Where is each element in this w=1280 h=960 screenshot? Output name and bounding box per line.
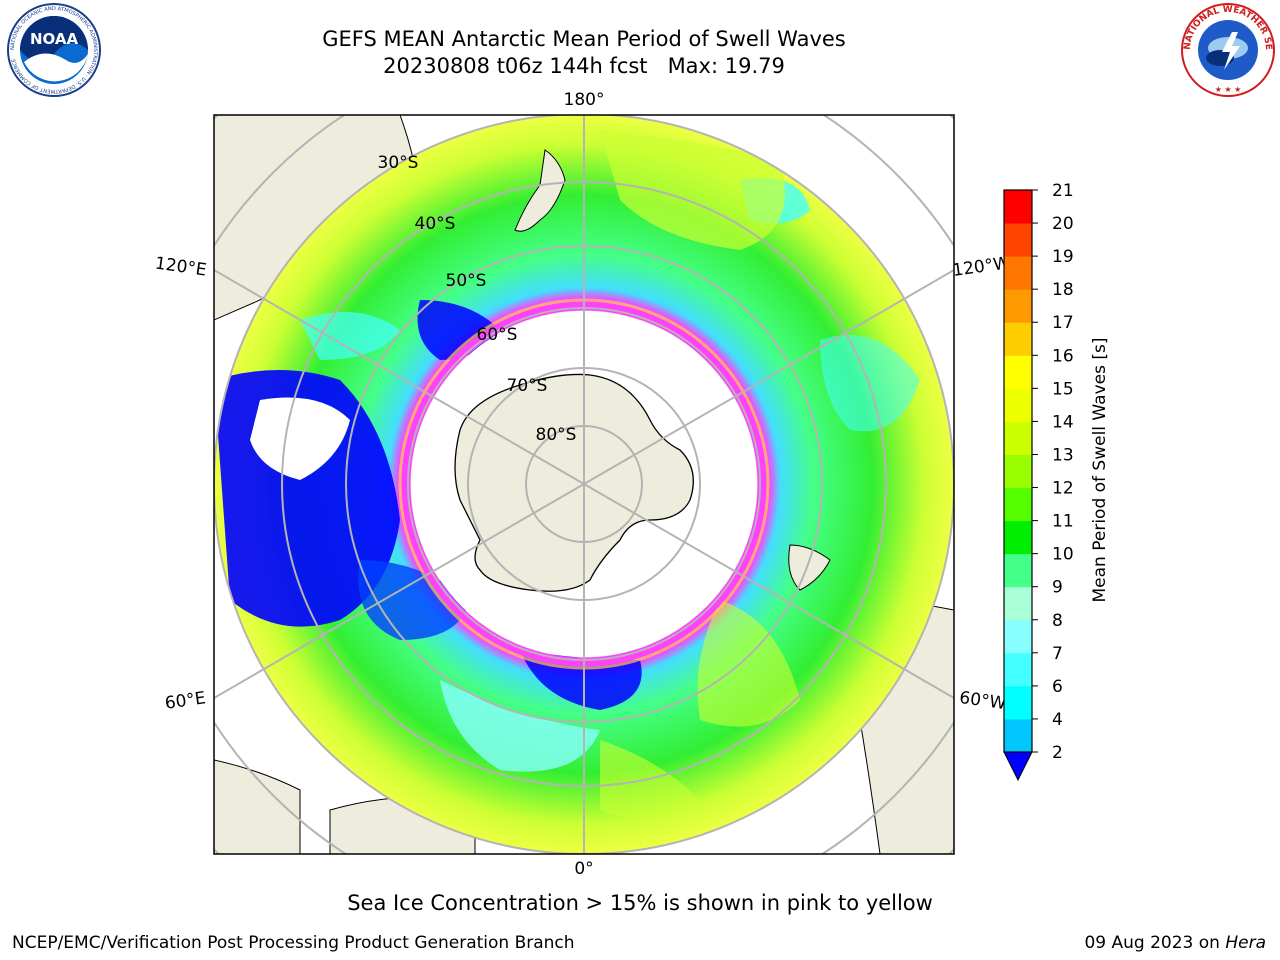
lat-label-40s: 40°S [415,214,456,234]
lat-label-50s: 50°S [446,271,487,291]
colorbar-tick-label: 19 [1052,247,1074,267]
colorbar-tick-label: 14 [1052,412,1074,432]
map-frame [213,114,955,855]
lon-label-120w: 120°W [951,253,1011,281]
colorbar-extend-arrow [1003,751,1033,782]
chart-subtitle: 20230808 t06z 144h fcst Max: 19.79 [383,54,785,78]
lat-label-70s: 70°S [507,376,548,396]
lon-label-0: 0° [574,859,593,879]
antarctica-land [454,373,694,592]
colorbar-segment [1004,190,1032,224]
lat-label-30s: 30°S [378,153,419,173]
colorbar-segment [1004,487,1032,522]
sea-ice-caption: Sea Ice Concentration > 15% is shown in … [347,891,933,915]
colorbar-tick-label: 6 [1052,677,1063,697]
colorbar-segment [1004,685,1032,720]
colorbar-segment [1004,718,1032,753]
nws-logo-icon: NATIONAL WEATHER SERVICE ★ ★ ★ [1178,2,1275,97]
colorbar-segment [1004,520,1032,555]
colorbar-segment [1004,388,1032,422]
chart-title: GEFS MEAN Antarctic Mean Period of Swell… [322,27,846,51]
noaa-logo-icon: NOAA NATIONAL OCEANIC AND ATMOSPHERIC AD… [7,3,101,97]
colorbar-segment [1004,454,1032,489]
colorbar-segment [1004,652,1032,687]
colorbar-tick-label: 10 [1052,545,1074,565]
lon-label-120e: 120°E [154,254,208,281]
colorbar-tick-label: 20 [1052,214,1074,234]
colorbar-tick-label: 9 [1052,578,1063,598]
colorbar-tick-label: 18 [1052,280,1074,300]
colorbar-tick-label: 15 [1052,379,1074,399]
colorbar-tick-label: 21 [1052,181,1074,201]
colorbar-tick-label: 11 [1052,512,1074,532]
lat-label-80s: 80°S [536,425,577,445]
graticule [214,115,954,854]
colorbar: 2 4 6 7 8 9 10 11 12 13 14 15 16 17 18 19 20 21 [1003,181,1074,782]
colorbar-tick-label: 17 [1052,313,1074,333]
colorbar-tick-label: 8 [1052,611,1063,631]
lat-label-60s: 60°S [477,325,518,345]
colorbar-segment [1004,322,1032,356]
colorbar-tick-label: 4 [1052,710,1063,730]
lon-label-180: 180° [564,90,605,110]
lon-label-60e: 60°E [164,688,207,713]
footer-host: Hera [1225,933,1266,953]
colorbar-tick-label: 13 [1052,445,1074,465]
colorbar-segment [1004,619,1032,654]
colorbar-segment [1004,421,1032,455]
svg-text:★ ★ ★: ★ ★ ★ [1215,85,1242,94]
colorbar-segment [1004,553,1032,588]
colorbar-segment [1004,223,1032,257]
colorbar-segment [1004,586,1032,621]
noaa-logo-text: NOAA [30,30,79,48]
footer-date: 09 Aug 2023 on Hera [1084,933,1266,953]
colorbar-outline [1003,189,1033,753]
colorbar-tick-label: 12 [1052,479,1074,499]
colorbar-tick-label: 7 [1052,644,1063,664]
colorbar-segment [1004,355,1032,389]
colorbar-tick-label: 16 [1052,346,1074,366]
colorbar-segment [1004,289,1032,323]
footer-credit: NCEP/EMC/Verification Post Processing Pr… [12,933,575,953]
lon-label-60w: 60°W [958,688,1007,714]
colorbar-segment [1004,256,1032,290]
colorbar-tick-label: 2 [1052,743,1063,763]
colorbar-label: Mean Period of Swell Waves [s] [1090,338,1110,603]
